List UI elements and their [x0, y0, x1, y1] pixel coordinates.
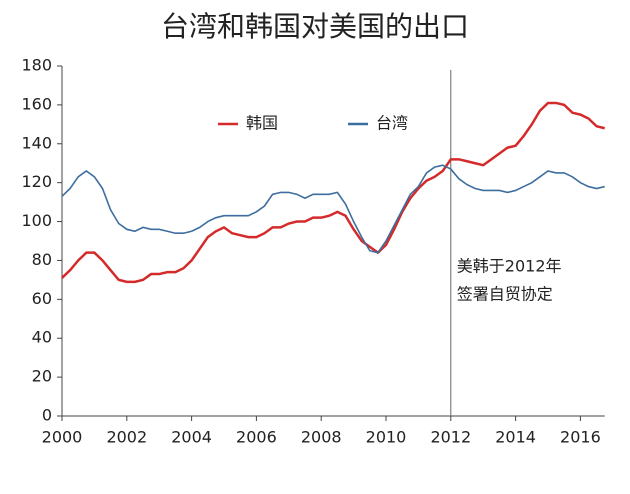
x-tick-label: 2010	[366, 428, 407, 447]
x-tick-label: 2014	[495, 428, 536, 447]
annotation-text: 签署自贸协定	[457, 285, 553, 304]
y-tick-label: 120	[21, 172, 52, 191]
annotation-text: 美韩于2012年	[457, 257, 562, 276]
x-tick-label: 2002	[106, 428, 147, 447]
y-tick-label: 160	[21, 94, 52, 113]
legend-label: 韩国	[246, 114, 278, 133]
y-tick-label: 180	[21, 56, 52, 75]
y-tick-label: 20	[32, 367, 52, 386]
y-tick-label: 0	[42, 406, 52, 425]
series-line	[61, 164, 605, 254]
y-tick-label: 140	[21, 133, 52, 152]
x-tick-label: 2008	[301, 428, 342, 447]
series-line	[61, 101, 605, 284]
x-tick-label: 2012	[430, 428, 471, 447]
y-tick-label: 80	[32, 250, 52, 269]
x-tick-label: 2004	[171, 428, 212, 447]
legend-label: 台湾	[376, 114, 408, 133]
y-tick-label: 60	[32, 289, 52, 308]
chart-title: 台湾和韩国对美国的出口	[161, 10, 469, 43]
x-tick-label: 2000	[42, 428, 83, 447]
x-tick-label: 2006	[236, 428, 277, 447]
x-tick-label: 2016	[560, 428, 601, 447]
y-tick-label: 100	[21, 211, 52, 230]
y-tick-label: 40	[32, 328, 52, 347]
